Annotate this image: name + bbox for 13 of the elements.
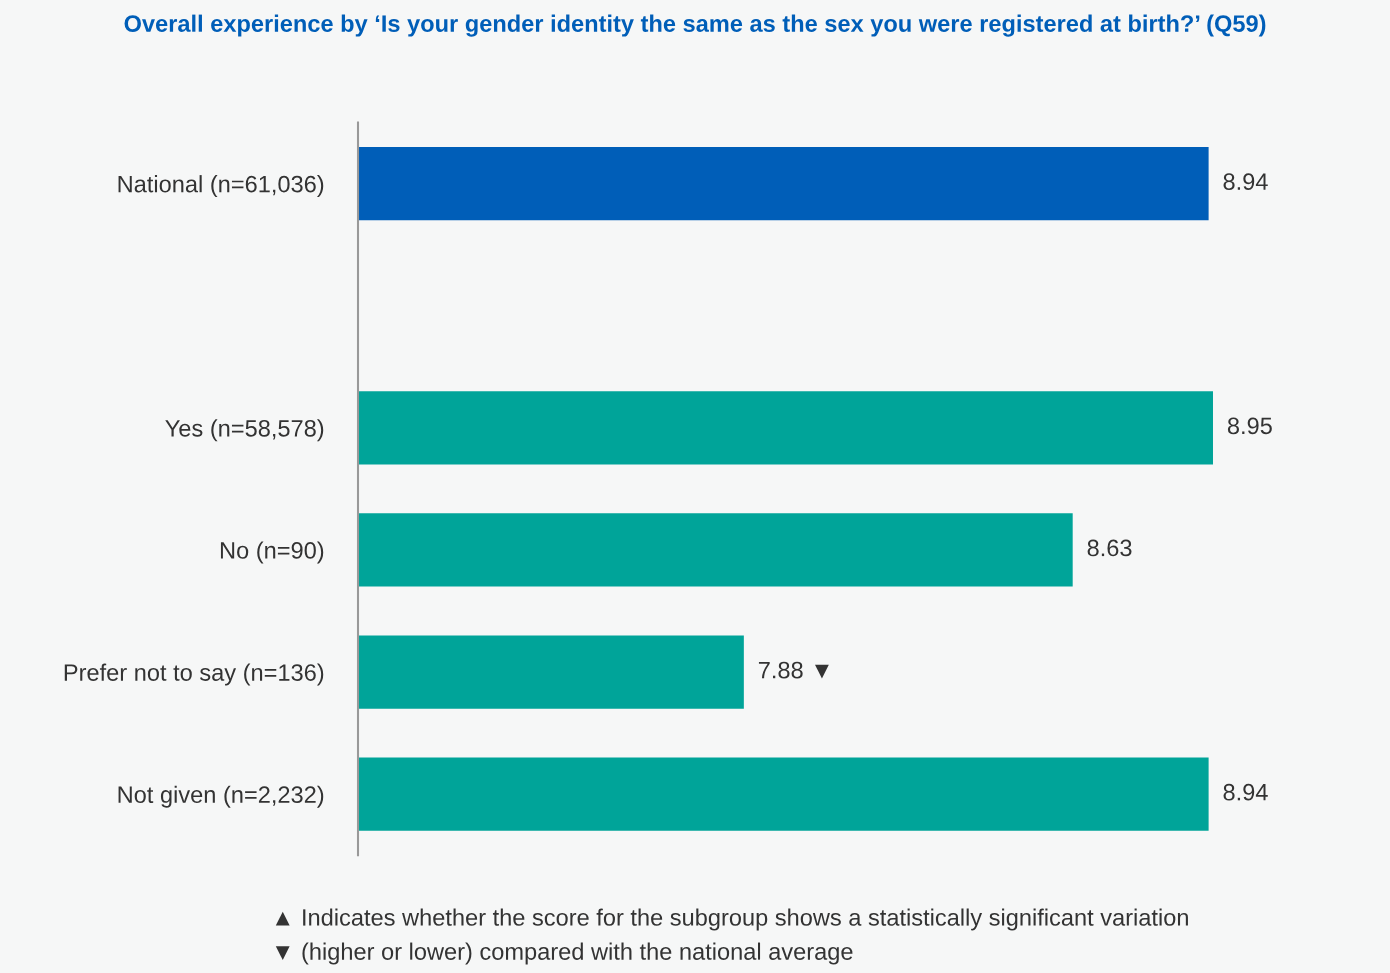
text: ▲ Indicates whether the score for the subgroup shows a statistically significant variation bbox=[275, 908, 1188, 931]
y-tick-label: Not given (n=2,232) bbox=[118, 785, 324, 808]
data-label: 8.63 bbox=[1087, 539, 1132, 557]
data-label: 8.95 bbox=[1227, 417, 1272, 435]
y-tick-label: Yes (n=58,578) bbox=[165, 419, 324, 442]
data-label: 8.94 bbox=[1223, 173, 1268, 190]
chart-title: Overall experience by ‘Is your gender identity the same as the sex you were registered at birth?’ (Q59) bbox=[124, 14, 1266, 37]
y-tick-label: Prefer not to say (n=136) bbox=[64, 663, 324, 686]
y-tick-label: National (n=61,036) bbox=[118, 175, 324, 198]
y-tick-label: No (n=90) bbox=[220, 541, 324, 564]
text: ▼ (higher or lower) compared with the national average bbox=[275, 942, 853, 965]
data-label: 7.88 ▼ bbox=[758, 661, 829, 679]
data-label: 8.94 bbox=[1223, 783, 1268, 801]
